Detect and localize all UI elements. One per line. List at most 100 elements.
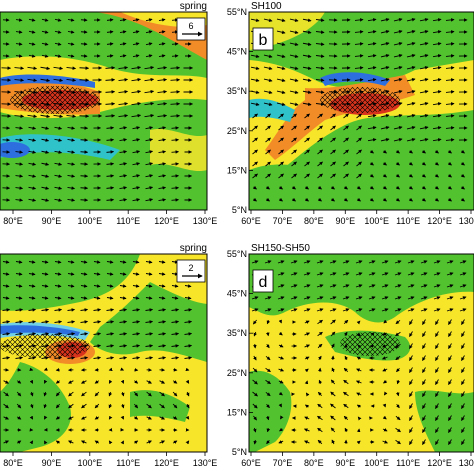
wind-arrow xyxy=(80,126,89,130)
wind-arrow xyxy=(461,355,465,362)
wind-arrow xyxy=(445,138,455,142)
wind-arrow xyxy=(368,296,376,300)
wind-arrow xyxy=(330,391,336,397)
wind-arrow xyxy=(80,162,89,166)
wind-arrow xyxy=(461,185,465,190)
wind-arrow xyxy=(131,113,142,118)
wind-arrow xyxy=(422,161,426,166)
wind-arrow xyxy=(106,332,115,336)
wind-arrow xyxy=(15,42,23,46)
wind-arrow xyxy=(356,440,361,445)
wind-arrow xyxy=(171,284,179,288)
wind-arrow xyxy=(317,161,323,167)
wind-arrow xyxy=(28,150,37,154)
wind-arrow xyxy=(252,161,258,167)
wind-arrow xyxy=(171,320,180,324)
wind-arrow xyxy=(276,30,286,35)
wind-arrow xyxy=(357,416,362,421)
wind-arrow xyxy=(250,102,260,106)
wind-arrow xyxy=(106,18,114,22)
wind-arrow xyxy=(253,355,257,361)
wind-arrow xyxy=(158,162,167,166)
wind-arrow xyxy=(144,77,155,82)
panel-letter: b xyxy=(259,32,268,49)
wind-arrow xyxy=(409,379,413,386)
wind-arrow xyxy=(54,30,62,34)
hatched-region xyxy=(340,332,400,356)
wind-arrow xyxy=(185,391,190,397)
wind-arrow xyxy=(159,391,165,397)
wind-arrow xyxy=(15,18,23,22)
wind-arrow xyxy=(435,415,439,422)
x-tick-labels: 80°E 90°E 100°E 110°E 120°E 130°E xyxy=(3,452,217,468)
wind-arrow xyxy=(93,332,102,336)
wind-arrow xyxy=(342,308,350,312)
wind-arrow xyxy=(80,174,89,178)
wind-arrow xyxy=(54,42,62,46)
wind-arrow xyxy=(80,356,89,360)
wind-arrow xyxy=(290,284,298,288)
wind-arrow xyxy=(419,18,429,22)
wind-arrow xyxy=(66,66,77,70)
wind-arrow xyxy=(119,126,128,130)
wind-arrow xyxy=(331,185,335,190)
wind-arrow xyxy=(55,391,61,397)
wind-arrow xyxy=(158,344,167,348)
wind-arrow xyxy=(67,54,75,58)
wind-arrow xyxy=(253,331,257,337)
x-tick-label: 120°E xyxy=(154,458,179,468)
wind-arrow xyxy=(330,161,336,167)
wind-arrow xyxy=(276,42,286,47)
wind-arrow xyxy=(370,185,374,190)
wind-arrow xyxy=(263,90,273,95)
wind-arrow xyxy=(171,356,180,360)
x-tick-label: 90°E xyxy=(42,458,62,468)
wind-arrow xyxy=(29,391,34,397)
wind-arrow xyxy=(289,54,299,59)
wind-arrow xyxy=(80,138,89,142)
wind-arrow xyxy=(171,296,179,300)
wind-arrow xyxy=(14,102,25,106)
x-tick-label: 80°E xyxy=(304,458,324,468)
wind-arrow xyxy=(280,415,284,420)
wind-arrow xyxy=(354,66,364,70)
wind-arrow xyxy=(406,17,416,22)
wind-arrow xyxy=(67,186,76,190)
wind-arrow xyxy=(370,161,374,166)
wind-arrow xyxy=(367,90,377,94)
wind-arrow xyxy=(253,427,257,433)
wind-arrow xyxy=(158,308,167,312)
wind-arrow xyxy=(289,30,299,35)
wind-arrow xyxy=(291,161,297,167)
wind-arrow xyxy=(445,90,455,94)
wind-arrow xyxy=(119,198,128,202)
wind-arrow xyxy=(343,403,349,409)
wind-arrow xyxy=(28,320,37,324)
wind-arrow xyxy=(184,308,193,312)
wind-arrow xyxy=(55,403,61,409)
wind-arrow xyxy=(54,138,63,142)
wind-arrow xyxy=(305,197,309,202)
wind-arrow xyxy=(40,90,51,95)
wind-arrow xyxy=(367,66,377,70)
wind-arrow xyxy=(343,149,349,155)
wind-arrow xyxy=(356,356,362,361)
wind-arrow xyxy=(422,379,426,386)
wind-arrow xyxy=(171,186,180,190)
wind-arrow xyxy=(67,296,75,300)
wind-arrow xyxy=(355,308,363,312)
wind-arrow xyxy=(158,320,167,324)
wind-arrow xyxy=(304,173,310,179)
wind-arrow xyxy=(265,367,271,373)
wind-arrow xyxy=(448,355,452,362)
wind-arrow xyxy=(158,356,167,360)
wind-arrow xyxy=(132,198,141,202)
wind-arrow xyxy=(380,78,390,82)
wind-arrow xyxy=(303,284,311,288)
wind-arrow xyxy=(145,18,153,22)
wind-arrow xyxy=(253,439,257,445)
wind-arrow xyxy=(461,391,465,398)
wind-arrow xyxy=(41,320,50,324)
wind-arrow xyxy=(290,260,298,264)
wind-arrow xyxy=(461,403,465,410)
